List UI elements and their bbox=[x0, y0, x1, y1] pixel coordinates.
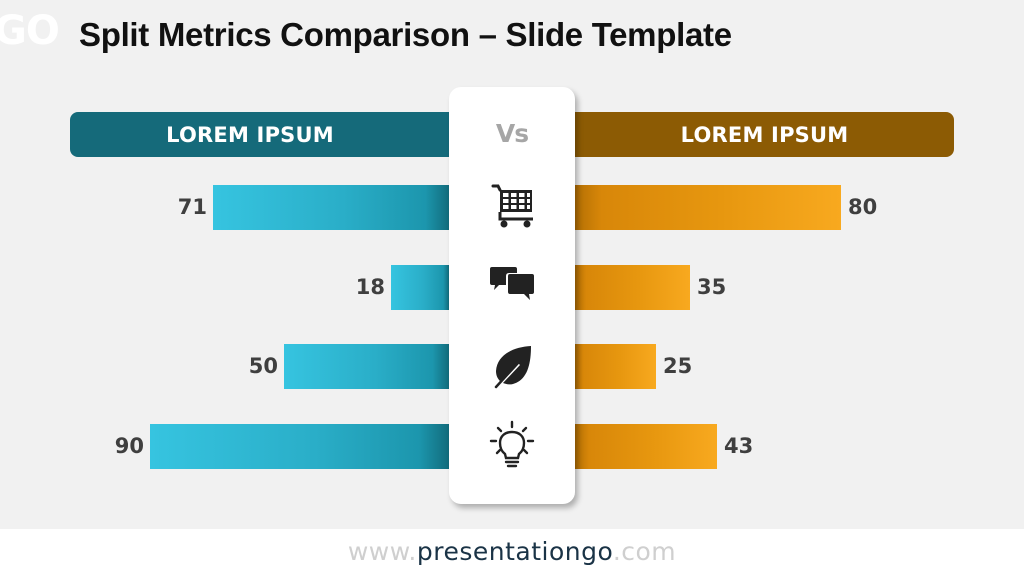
footer: www.presentationgo.com bbox=[0, 529, 1024, 576]
right-bar-3 bbox=[575, 344, 656, 389]
footer-brand: presentationgo bbox=[416, 537, 613, 566]
right-value-3: 25 bbox=[663, 354, 693, 378]
shopping-cart-icon bbox=[487, 182, 537, 232]
right-value-4: 43 bbox=[724, 434, 754, 458]
right-series-header: LOREM IPSUM bbox=[555, 112, 954, 157]
left-bar-1 bbox=[213, 185, 449, 230]
logo-fragment: GO bbox=[0, 8, 60, 54]
right-value-2: 35 bbox=[697, 275, 727, 299]
center-vs-card: Vs bbox=[449, 87, 575, 504]
left-bar-2 bbox=[391, 265, 449, 310]
leaf-icon bbox=[487, 341, 537, 391]
right-value-1: 80 bbox=[848, 195, 878, 219]
right-bar-2 bbox=[575, 265, 690, 310]
lightbulb-icon bbox=[487, 420, 537, 470]
left-value-2: 18 bbox=[355, 275, 385, 299]
right-series-label: LOREM IPSUM bbox=[680, 122, 849, 147]
left-value-1: 71 bbox=[177, 195, 207, 219]
footer-url-suffix: .com bbox=[612, 537, 677, 566]
left-bar-4 bbox=[150, 424, 449, 469]
vs-label: Vs bbox=[495, 119, 529, 148]
left-series-header: LOREM IPSUM bbox=[70, 112, 470, 157]
slide-title: Split Metrics Comparison – Slide Templat… bbox=[79, 16, 732, 53]
left-value-3: 50 bbox=[248, 354, 278, 378]
right-bar-4 bbox=[575, 424, 717, 469]
footer-url-prefix: www. bbox=[347, 537, 417, 566]
left-bar-3 bbox=[284, 344, 449, 389]
left-series-label: LOREM IPSUM bbox=[166, 122, 334, 147]
left-value-4: 90 bbox=[114, 434, 144, 458]
right-bar-1 bbox=[575, 185, 841, 230]
chat-bubbles-icon bbox=[487, 261, 537, 311]
